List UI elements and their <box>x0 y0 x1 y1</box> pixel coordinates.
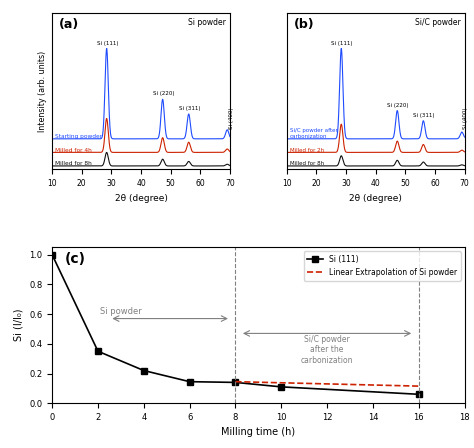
Text: Si powder: Si powder <box>189 18 226 27</box>
Text: Si/C powder after
carbonization: Si/C powder after carbonization <box>290 128 337 139</box>
Text: Si/C powder
after the
carbonization: Si/C powder after the carbonization <box>301 335 353 365</box>
Text: Milled for 8h: Milled for 8h <box>290 161 324 166</box>
Linear Extrapolation of Si powder <box>233 379 238 384</box>
X-axis label: Milling time (h): Milling time (h) <box>221 427 295 438</box>
Text: (b): (b) <box>294 18 315 31</box>
Si (111) <box>233 380 238 385</box>
Text: Milled for 4h: Milled for 4h <box>55 147 92 153</box>
Text: Si/C powder: Si/C powder <box>415 18 461 27</box>
Y-axis label: Intensity (arb. units): Intensity (arb. units) <box>37 51 46 132</box>
Si (111) <box>278 384 284 390</box>
Legend: Si (111), Linear Extrapolation of Si powder: Si (111), Linear Extrapolation of Si pow… <box>303 251 461 280</box>
Text: Milled for 8h: Milled for 8h <box>55 161 92 166</box>
Si (111) <box>141 368 146 373</box>
Text: Si (220): Si (220) <box>387 103 409 108</box>
Text: Starting powder: Starting powder <box>55 134 102 139</box>
Text: Milled for 2h: Milled for 2h <box>290 147 324 153</box>
Text: Si (311): Si (311) <box>179 106 201 111</box>
Text: Si (111): Si (111) <box>331 41 353 46</box>
Text: Si (111): Si (111) <box>97 41 118 46</box>
X-axis label: 2θ (degree): 2θ (degree) <box>115 194 167 202</box>
Si (111) <box>187 379 192 384</box>
Text: (a): (a) <box>59 18 80 31</box>
Text: (c): (c) <box>64 252 85 266</box>
Si (111) <box>49 252 55 258</box>
Linear Extrapolation of Si powder <box>416 383 421 389</box>
X-axis label: 2θ (degree): 2θ (degree) <box>349 194 402 202</box>
Text: Si powder: Si powder <box>100 307 142 316</box>
Si (111) <box>95 349 101 354</box>
Text: Si (400): Si (400) <box>463 107 468 129</box>
Y-axis label: Si (I/I₀): Si (I/I₀) <box>14 309 24 341</box>
Text: Si (311): Si (311) <box>413 113 435 118</box>
Line: Si (111): Si (111) <box>49 252 421 397</box>
Line: Linear Extrapolation of Si powder: Linear Extrapolation of Si powder <box>236 382 419 386</box>
Text: Si (400): Si (400) <box>228 107 234 129</box>
Si (111) <box>416 392 421 397</box>
Text: Si (220): Si (220) <box>153 91 174 96</box>
